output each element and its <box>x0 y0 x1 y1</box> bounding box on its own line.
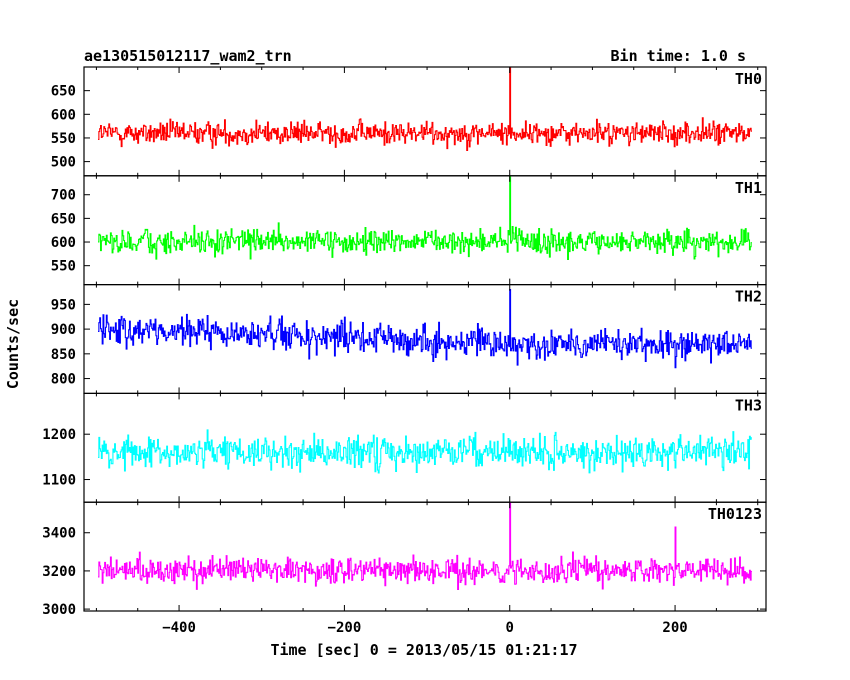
panel-label: TH3 <box>735 396 762 414</box>
panel-label: TH1 <box>735 179 762 197</box>
x-tick-label: −200 <box>328 620 362 636</box>
panel-label: TH0123 <box>708 505 762 523</box>
series-th3 <box>98 429 752 474</box>
chart-title: ae130515012117_wam2_trn <box>84 47 292 65</box>
panel-frame-th1 <box>83 175 767 286</box>
bin-time-label: Bin time: 1.0 s <box>611 47 746 65</box>
x-axis-label: Time [sec] 0 = 2013/05/15 01:21:17 <box>270 641 577 659</box>
y-tick-label: 800 <box>51 372 76 388</box>
y-axis-label: Counts/sec <box>4 299 22 389</box>
y-tick-label: 550 <box>51 131 76 147</box>
y-tick-label: 700 <box>51 188 76 204</box>
series-th0 <box>98 67 752 152</box>
y-tick-label: 1200 <box>42 427 76 443</box>
y-tick-label: 900 <box>51 322 76 338</box>
x-tick-label: −400 <box>162 620 196 636</box>
y-tick-label: 950 <box>51 297 76 313</box>
series-th2 <box>98 289 752 369</box>
series-th0123 <box>98 502 752 591</box>
y-tick-label: 600 <box>51 235 76 251</box>
x-tick-label: 0 <box>506 620 514 636</box>
y-tick-label: 500 <box>51 155 76 171</box>
y-tick-label: 650 <box>51 211 76 227</box>
y-tick-label: 600 <box>51 107 76 123</box>
y-tick-label: 1100 <box>42 473 76 489</box>
y-tick-label: 3400 <box>42 526 76 542</box>
x-tick-label: 200 <box>662 620 687 636</box>
series-th1 <box>98 175 752 260</box>
y-tick-label: 650 <box>51 84 76 100</box>
y-tick-label: 850 <box>51 347 76 363</box>
panel-label: TH2 <box>735 288 762 306</box>
y-tick-label: 550 <box>51 259 76 275</box>
y-tick-label: 3200 <box>42 564 76 580</box>
y-tick-label: 3000 <box>42 602 76 618</box>
panel-label: TH0 <box>735 70 762 88</box>
panel-frame-th0123 <box>83 501 767 612</box>
